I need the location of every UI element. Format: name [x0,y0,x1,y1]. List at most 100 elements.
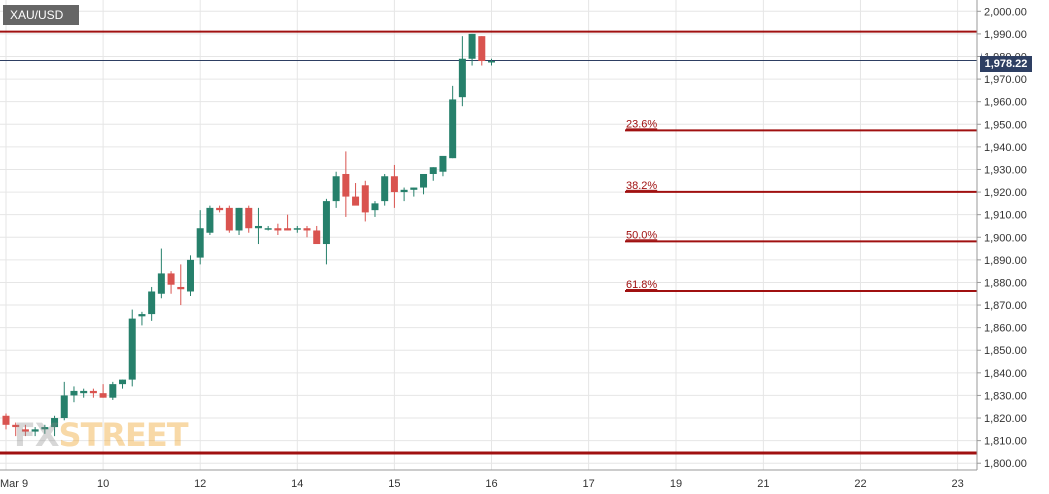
candle-body [322,201,330,245]
current-price-badge: 1,978.22 [980,56,1032,72]
candle-body [400,189,408,193]
candle-body [293,228,301,230]
candle [488,58,495,66]
candle-body [352,196,360,206]
fib-level-label: 23.6% [626,118,657,130]
candle [303,225,311,238]
candle [429,167,437,181]
candle [12,422,20,437]
candle [21,424,29,437]
candle [361,180,369,222]
candle [420,173,428,195]
x-tick-label: 10 [97,478,109,490]
candle-body [342,173,350,197]
candle [128,309,136,387]
candle-body [235,207,243,231]
y-tick-label: 1,880.00 [984,277,1027,289]
candle [390,164,398,208]
y-tick-label: 1,960.00 [984,97,1027,109]
candles-layer [2,33,495,437]
y-tick-label: 1,900.00 [984,232,1027,244]
candle [254,207,262,245]
candle [313,225,321,245]
candle-body [303,228,311,231]
y-tick-label: 1,850.00 [984,345,1027,357]
candle-body [449,99,457,159]
candle [352,183,360,206]
candle-body [31,429,39,432]
candle-body [186,259,194,292]
candle [2,413,10,430]
x-tick-label: 22 [854,478,866,490]
candle-body [420,173,428,188]
y-tick-label: 1,940.00 [984,142,1027,154]
candle [119,379,127,389]
candle-body [458,58,466,98]
candle-body [332,176,340,202]
y-tick-label: 1,810.00 [984,436,1027,448]
candle-body [148,291,156,315]
x-tick-label: 21 [757,478,769,490]
candle-body [80,390,88,394]
candle-body [254,225,262,229]
candle [31,427,39,437]
x-tick-label: 12 [194,478,206,490]
horizontal-lines-layer: 23.6% 38.2% 50.0% 61.8% [0,30,977,455]
x-tick-label: 15 [388,478,400,490]
candle-body [264,228,272,230]
candle [381,173,389,206]
candle [371,201,379,217]
candle-body [60,395,68,419]
candle [322,198,330,265]
candle-body [157,273,165,294]
fxstreet-logo: FXSTREET [14,416,189,454]
candle [196,210,204,265]
candle-body [2,415,10,425]
candle-body [371,203,379,211]
candle [157,248,165,299]
candle [458,36,466,107]
y-tick-label: 2,000.00 [984,6,1027,18]
candle-body [12,424,20,428]
candle [167,271,175,294]
candle [400,187,408,202]
grid-layer [0,0,977,470]
candle-body [21,429,29,432]
candle-body [70,390,78,396]
candle [216,205,224,213]
x-tick-label: 23 [951,478,963,490]
candle [89,388,97,398]
fib-level-label: 38.2% [626,180,657,192]
candle [138,311,146,326]
y-tick-label: 1,910.00 [984,210,1027,222]
x-tick-label: 17 [582,478,594,490]
candle [177,264,185,306]
candle [206,205,214,235]
candle [148,286,156,321]
candle-body [109,384,117,398]
y-tick-label: 1,950.00 [984,119,1027,131]
y-tick-label: 1,800.00 [984,458,1027,470]
candle-body [138,314,146,317]
y-tick-label: 1,870.00 [984,300,1027,312]
candle [284,214,292,231]
candle-body [196,228,204,258]
candle [332,171,340,208]
candle [264,225,272,231]
candle-body [177,286,185,290]
candle-body [89,390,97,394]
candle [109,381,117,400]
y-tick-label: 1,990.00 [984,29,1027,41]
symbol-label[interactable]: XAU/USD [3,5,80,25]
candle-body [488,61,495,63]
y-tick-label: 1,920.00 [984,187,1027,199]
candle [99,384,107,398]
x-tick-label: 16 [485,478,497,490]
candle [410,187,418,197]
candle-body [99,393,107,398]
candle-body [51,418,59,428]
candle-body [119,379,127,385]
candle-body [381,176,389,202]
